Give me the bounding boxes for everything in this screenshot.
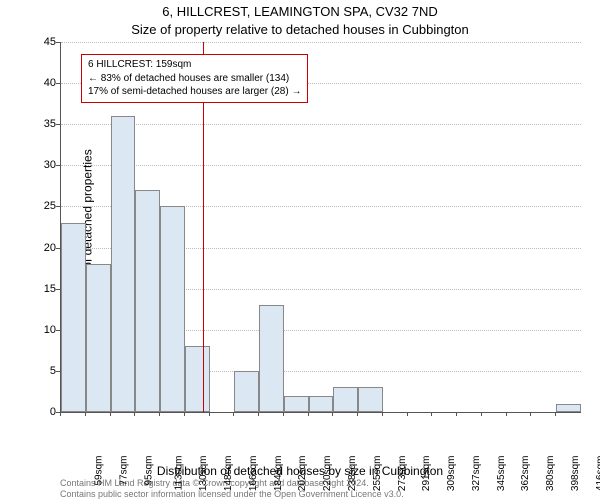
- x-tick-label: 327sqm: [471, 456, 482, 492]
- x-tick-mark: [308, 412, 309, 416]
- y-tick-label: 15: [30, 283, 56, 295]
- x-tick-label: 291sqm: [421, 456, 432, 492]
- annotation-line2: ← 83% of detached houses are smaller (13…: [88, 72, 301, 86]
- annotation-box: 6 HILLCREST: 159sqm ← 83% of detached ho…: [81, 54, 308, 103]
- histogram-bar: [185, 346, 210, 412]
- x-tick-mark: [332, 412, 333, 416]
- x-tick-label: 273sqm: [397, 456, 408, 492]
- x-tick-label: 113sqm: [173, 456, 184, 491]
- histogram-bar: [61, 223, 86, 412]
- y-tick-mark: [56, 83, 60, 84]
- y-tick-mark: [56, 206, 60, 207]
- chart-title-line2: Size of property relative to detached ho…: [0, 22, 600, 37]
- x-tick-mark: [431, 412, 432, 416]
- grid-line: [61, 165, 581, 166]
- y-tick-label: 20: [30, 242, 56, 254]
- y-tick-mark: [56, 371, 60, 372]
- x-tick-mark: [209, 412, 210, 416]
- x-tick-label: 59sqm: [94, 456, 105, 486]
- histogram-bar: [284, 396, 309, 412]
- x-tick-label: 345sqm: [496, 456, 507, 492]
- x-tick-label: 220sqm: [322, 456, 333, 492]
- annotation-line1: 6 HILLCREST: 159sqm: [88, 58, 301, 72]
- x-tick-mark: [85, 412, 86, 416]
- histogram-bar: [86, 264, 111, 412]
- histogram-bar: [111, 116, 136, 412]
- grid-line: [61, 42, 581, 43]
- histogram-bar: [135, 190, 160, 412]
- x-tick-mark: [60, 412, 61, 416]
- x-tick-mark: [530, 412, 531, 416]
- x-tick-mark: [110, 412, 111, 416]
- chart-title-line1: 6, HILLCREST, LEAMINGTON SPA, CV32 7ND: [0, 4, 600, 19]
- x-tick-label: 166sqm: [248, 456, 259, 492]
- histogram-bar: [556, 404, 581, 412]
- y-tick-label: 25: [30, 200, 56, 212]
- y-tick-label: 5: [30, 365, 56, 377]
- x-tick-label: 77sqm: [119, 456, 130, 486]
- x-tick-label: 255sqm: [372, 456, 383, 492]
- x-tick-label: 362sqm: [520, 456, 531, 492]
- x-tick-label: 184sqm: [273, 456, 284, 492]
- y-tick-mark: [56, 289, 60, 290]
- x-tick-label: 398sqm: [570, 456, 581, 492]
- x-tick-mark: [382, 412, 383, 416]
- y-tick-mark: [56, 124, 60, 125]
- y-tick-label: 10: [30, 324, 56, 336]
- y-tick-label: 30: [30, 159, 56, 171]
- histogram-bar: [333, 387, 358, 412]
- x-tick-label: 380sqm: [545, 456, 556, 492]
- x-tick-label: 416sqm: [595, 456, 600, 492]
- histogram-bar: [234, 371, 259, 412]
- x-tick-mark: [555, 412, 556, 416]
- y-tick-label: 0: [30, 406, 56, 418]
- histogram-bar: [160, 206, 185, 412]
- x-tick-mark: [159, 412, 160, 416]
- y-tick-mark: [56, 42, 60, 43]
- x-tick-label: 202sqm: [298, 456, 309, 492]
- x-tick-label: 148sqm: [223, 456, 234, 492]
- histogram-bar: [309, 396, 334, 412]
- x-tick-mark: [481, 412, 482, 416]
- x-tick-mark: [283, 412, 284, 416]
- y-tick-mark: [56, 330, 60, 331]
- histogram-chart: 6, HILLCREST, LEAMINGTON SPA, CV32 7ND S…: [0, 0, 600, 500]
- x-tick-mark: [134, 412, 135, 416]
- y-tick-label: 40: [30, 77, 56, 89]
- x-tick-mark: [407, 412, 408, 416]
- x-tick-mark: [357, 412, 358, 416]
- x-tick-mark: [258, 412, 259, 416]
- x-tick-mark: [506, 412, 507, 416]
- x-tick-label: 95sqm: [143, 456, 154, 486]
- x-tick-mark: [184, 412, 185, 416]
- x-tick-label: 238sqm: [347, 456, 358, 492]
- histogram-bar: [259, 305, 284, 412]
- x-tick-mark: [233, 412, 234, 416]
- annotation-line3: 17% of semi-detached houses are larger (…: [88, 85, 301, 99]
- y-tick-mark: [56, 248, 60, 249]
- y-tick-label: 35: [30, 118, 56, 130]
- x-tick-label: 309sqm: [446, 456, 457, 492]
- y-tick-label: 45: [30, 36, 56, 48]
- x-tick-mark: [456, 412, 457, 416]
- y-tick-mark: [56, 165, 60, 166]
- grid-line: [61, 124, 581, 125]
- x-tick-label: 130sqm: [199, 456, 210, 492]
- histogram-bar: [358, 387, 383, 412]
- plot-area: 6 HILLCREST: 159sqm ← 83% of detached ho…: [60, 42, 581, 413]
